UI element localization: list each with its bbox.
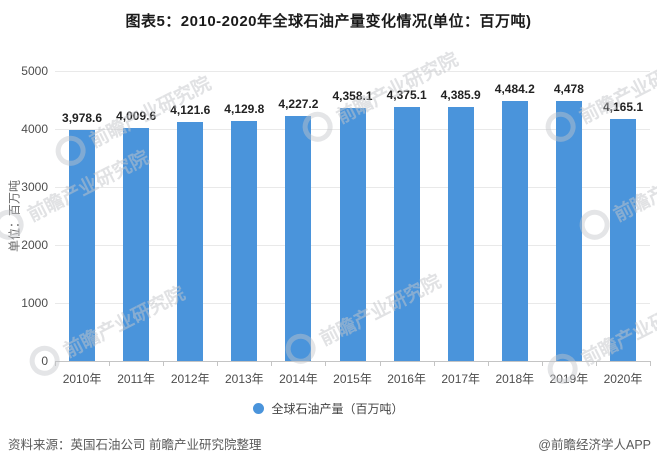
legend: 全球石油产量（百万吨） xyxy=(0,400,657,417)
x-axis-tick xyxy=(55,361,56,366)
bar xyxy=(609,119,636,361)
x-axis-label: 2015年 xyxy=(333,372,372,386)
y-axis-tick-label: 4000 xyxy=(21,122,48,136)
x-axis-label: 2014年 xyxy=(279,372,318,386)
x-axis-tick xyxy=(650,361,651,366)
bar-slot: 4,375.1 2016年 xyxy=(380,71,434,386)
credit-note: @前瞻经济学人APP xyxy=(538,438,651,452)
legend-marker-circle xyxy=(253,403,265,414)
bar xyxy=(231,121,258,361)
y-axis-tick-label: 3000 xyxy=(21,180,48,194)
bar-slot: 3,978.6 2010年 xyxy=(55,71,109,386)
bar-value-label: 4,484.2 xyxy=(494,81,535,96)
x-axis-label: 2018年 xyxy=(495,372,535,386)
bar-value-label: 4,385.9 xyxy=(440,87,481,102)
bar-slot: 4,009.6 2011年 xyxy=(109,71,163,386)
x-axis-tick xyxy=(487,361,489,366)
x-axis-label: 2019年 xyxy=(549,372,589,386)
y-axis-tick-label: 1000 xyxy=(21,296,48,310)
chart-title: 图表5：2010-2020年全球石油产量变化情况(单位：百万吨) xyxy=(125,13,532,30)
x-axis-label: 2011年 xyxy=(117,372,156,386)
footer: 资料来源：英国石油公司 前瞻产业研究院整理 @前瞻经济学人APP xyxy=(8,434,651,453)
y-axis-tick-label: 5000 xyxy=(21,64,48,78)
bar-value-label: 4,009.6 xyxy=(116,109,157,124)
x-axis-tick xyxy=(325,361,327,366)
y-axis-tick-label: 0 xyxy=(41,354,48,368)
x-axis-tick xyxy=(163,361,165,366)
bar xyxy=(393,107,420,361)
bar-value-label: 3,978.6 xyxy=(62,111,103,126)
bar xyxy=(339,108,366,361)
bar-slot: 4,165.1 2020年 xyxy=(596,71,650,386)
bar-value-label: 4,478 xyxy=(553,82,584,97)
x-axis-tick xyxy=(595,361,597,366)
bar-value-label: 4,227.2 xyxy=(278,96,319,111)
bar-slot: 4,358.1 2015年 xyxy=(325,71,379,386)
x-axis-tick xyxy=(379,361,381,366)
bar xyxy=(501,100,528,361)
legend-label: 全球石油产量（百万吨） xyxy=(271,402,404,416)
bar-value-label: 4,165.1 xyxy=(602,100,644,115)
x-axis-tick xyxy=(541,361,543,366)
bars-container: 3,978.6 2010年 4,009.6 2011年 4,121.6 2012年 4,12… xyxy=(55,71,650,386)
x-axis-label: 2010年 xyxy=(62,372,102,386)
x-axis-tick xyxy=(109,361,111,366)
bar xyxy=(555,101,582,361)
bar xyxy=(447,106,474,361)
x-axis-label: 2017年 xyxy=(441,372,481,386)
x-axis-label: 2016年 xyxy=(387,372,426,386)
x-axis-label: 2013年 xyxy=(224,372,264,386)
plot-area: 3,978.6 2010年 4,009.6 2011年 4,121.6 2012年 4,12… xyxy=(55,71,651,386)
bar-value-label: 4,375.1 xyxy=(386,88,427,103)
bar-slot: 4,121.6 2012年 xyxy=(163,71,217,386)
x-axis-tick xyxy=(217,361,219,366)
bar-slot: 4,129.8 2013年 xyxy=(217,71,271,386)
bar-slot: 4,227.2 2014年 xyxy=(271,71,325,386)
bar xyxy=(177,121,204,361)
bar-slot: 4,478 2019年 xyxy=(542,71,596,386)
bar xyxy=(285,115,312,361)
x-axis-label: 2020年 xyxy=(603,372,643,386)
y-axis-tick-label: 2000 xyxy=(21,238,48,252)
x-axis-label: 2012年 xyxy=(170,372,210,386)
bar xyxy=(69,130,96,361)
source-note: 资料来源：英国石油公司 前瞻产业研究院整理 xyxy=(8,438,262,452)
x-axis-tick xyxy=(271,361,273,366)
bar xyxy=(123,128,150,361)
x-axis-tick xyxy=(433,361,435,366)
bar-value-label: 4,129.8 xyxy=(224,102,265,117)
bar-slot: 4,484.2 2018年 xyxy=(488,71,542,386)
gridline xyxy=(55,71,650,72)
bar-slot: 4,385.9 2017年 xyxy=(434,71,488,386)
bar-value-label: 4,121.6 xyxy=(170,102,211,117)
bar-value-label: 4,358.1 xyxy=(332,89,373,104)
